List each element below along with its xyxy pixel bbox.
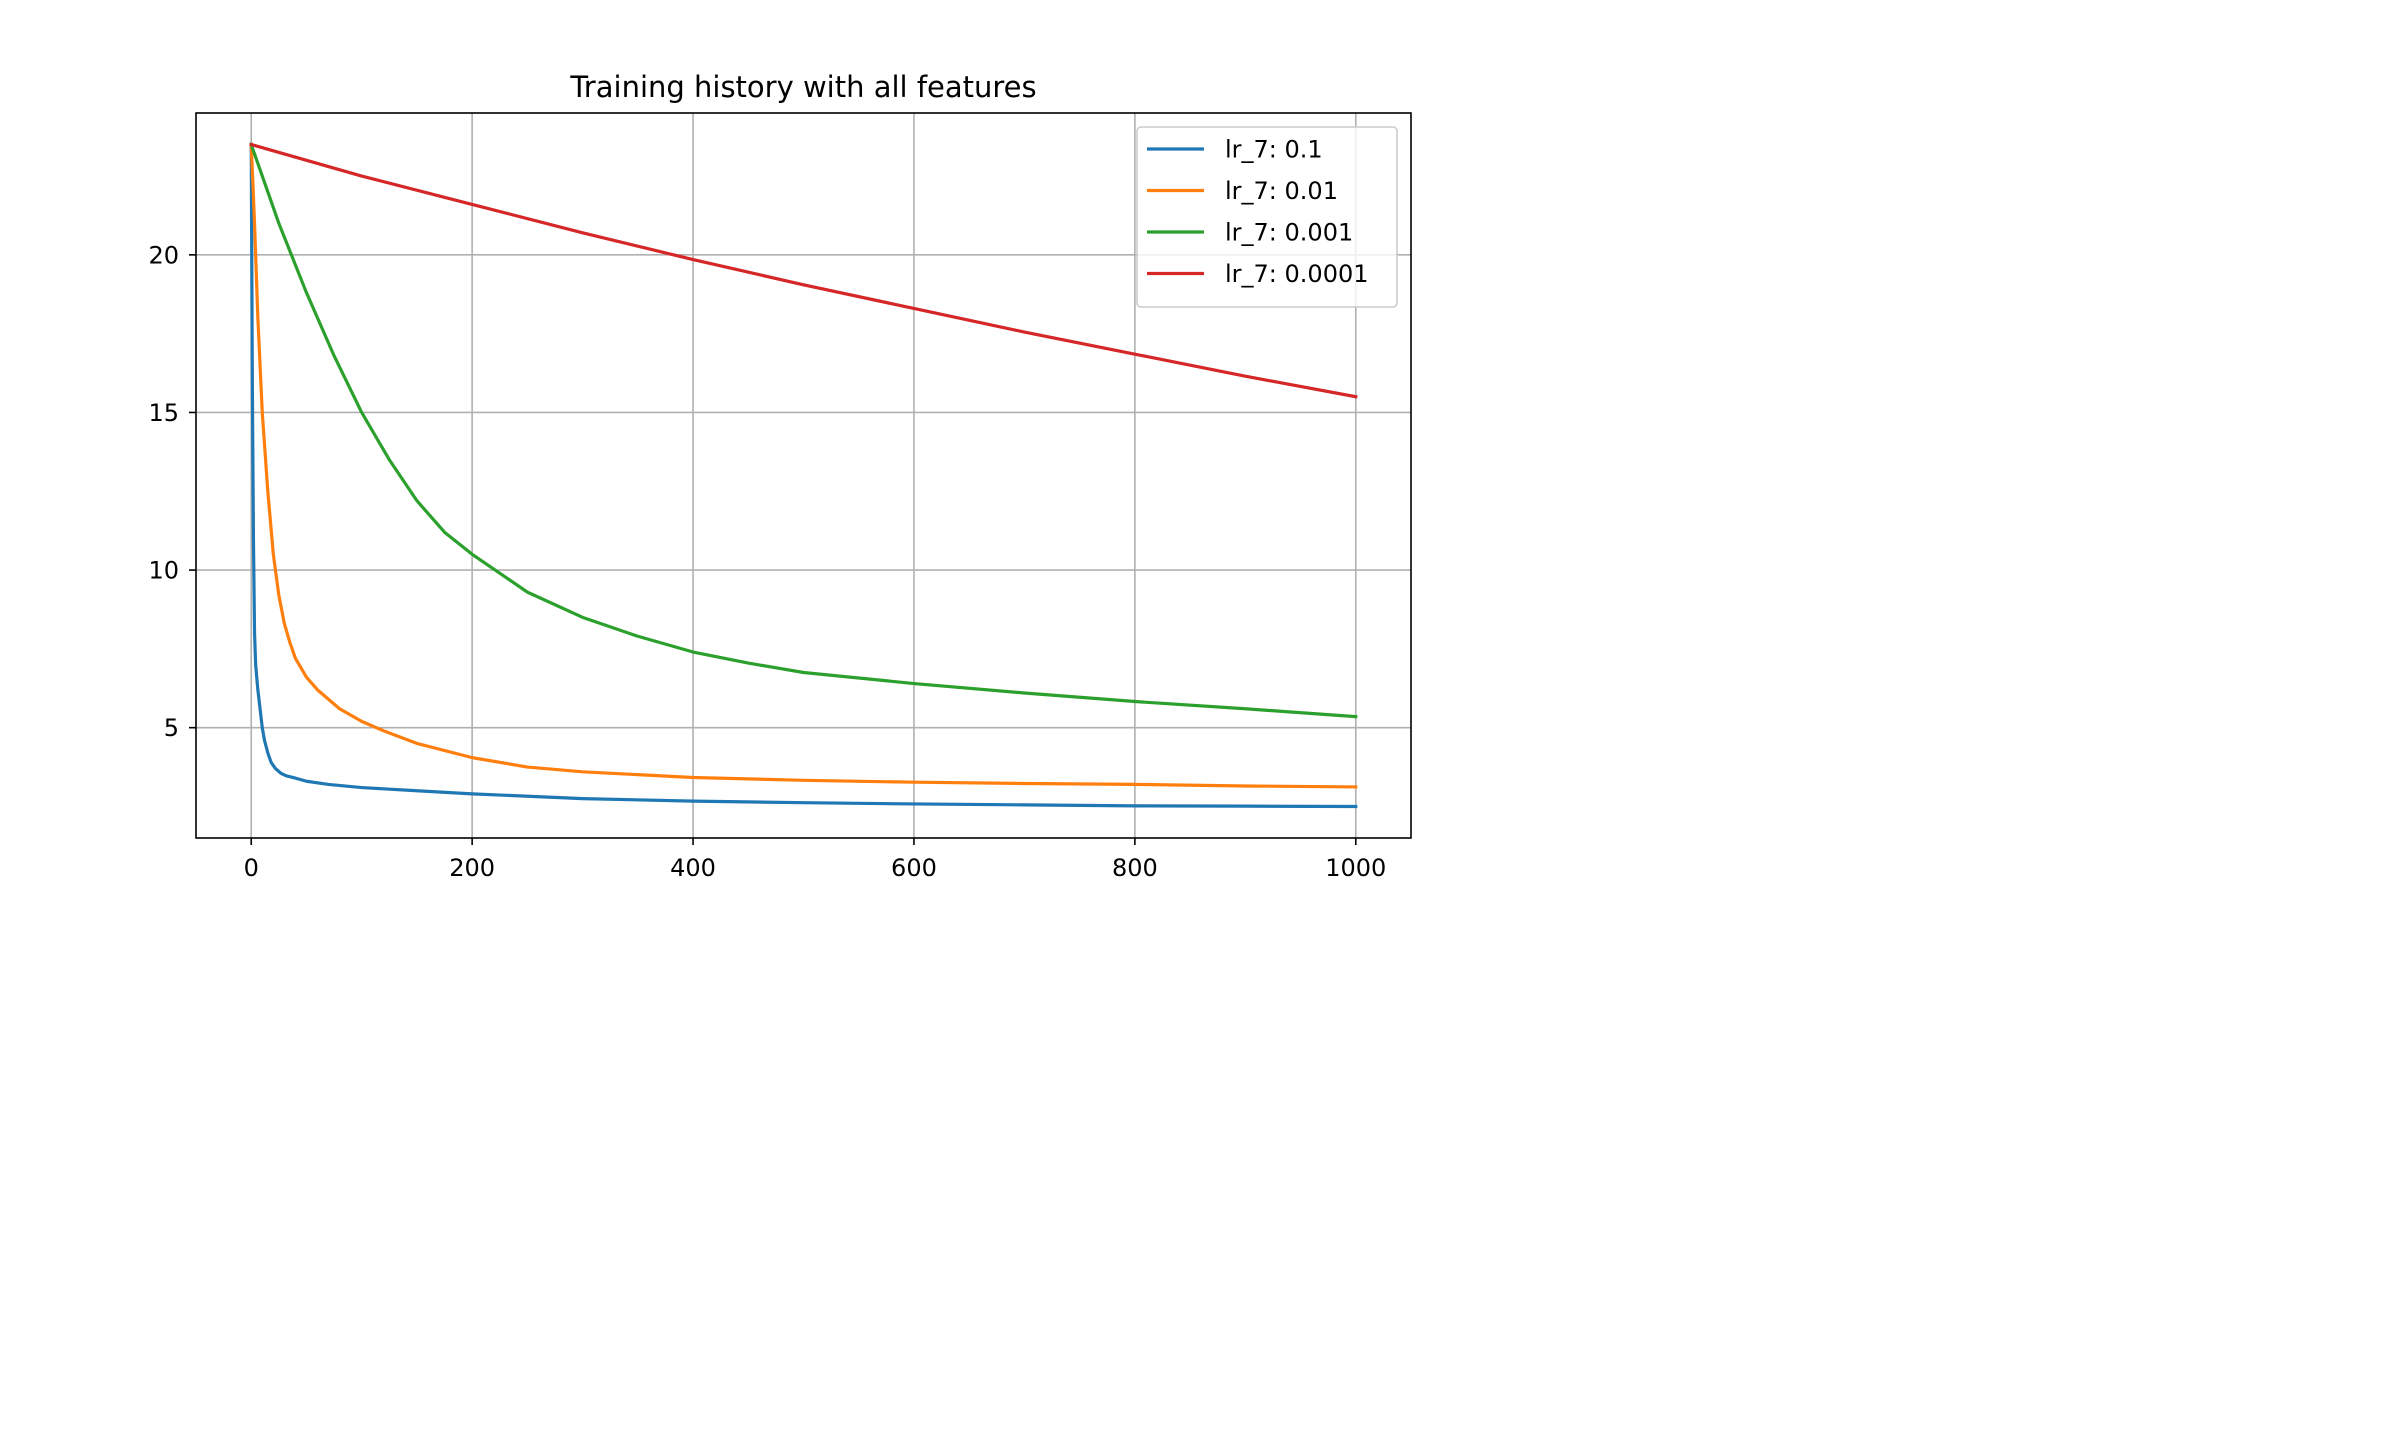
legend-box bbox=[1136, 126, 1398, 308]
x-tick-label: 600 bbox=[891, 854, 937, 882]
chart-title: Training history with all features bbox=[569, 70, 1036, 104]
plot-frame bbox=[195, 112, 1412, 839]
legend-label: lr_7: 0.1 bbox=[1225, 136, 1323, 164]
series-line-2 bbox=[249, 142, 1358, 789]
series-line-4 bbox=[249, 142, 1358, 399]
axis-ticks: 0 200 400 600 800 1000 5 10 15 20 bbox=[148, 241, 1386, 882]
y-tick-label: 20 bbox=[148, 241, 179, 269]
y-tick-label: 5 bbox=[164, 714, 179, 742]
chart-root: Training history with all features 0 200 4… bbox=[0, 0, 1545, 927]
legend-label: lr_7: 0.0001 bbox=[1225, 260, 1369, 288]
legend: lr_7: 0.1 lr_7: 0.01 lr_7: 0.001 lr_7: 0.00… bbox=[1136, 126, 1398, 308]
y-tick-label: 10 bbox=[148, 557, 179, 585]
x-tick-label: 400 bbox=[670, 854, 716, 882]
x-tick-label: 800 bbox=[1112, 854, 1158, 882]
y-tick-label: 15 bbox=[148, 399, 179, 427]
series-line-1 bbox=[249, 142, 1358, 809]
series-line-3 bbox=[249, 142, 1358, 719]
legend-label: lr_7: 0.001 bbox=[1225, 219, 1353, 247]
line-chart: Training history with all features 0 200 4… bbox=[0, 0, 1545, 927]
legend-label: lr_7: 0.01 bbox=[1225, 177, 1338, 205]
x-tick-label: 1000 bbox=[1325, 854, 1386, 882]
x-tick-label: 0 bbox=[244, 854, 259, 882]
series-lines bbox=[249, 142, 1358, 809]
x-tick-label: 200 bbox=[449, 854, 495, 882]
